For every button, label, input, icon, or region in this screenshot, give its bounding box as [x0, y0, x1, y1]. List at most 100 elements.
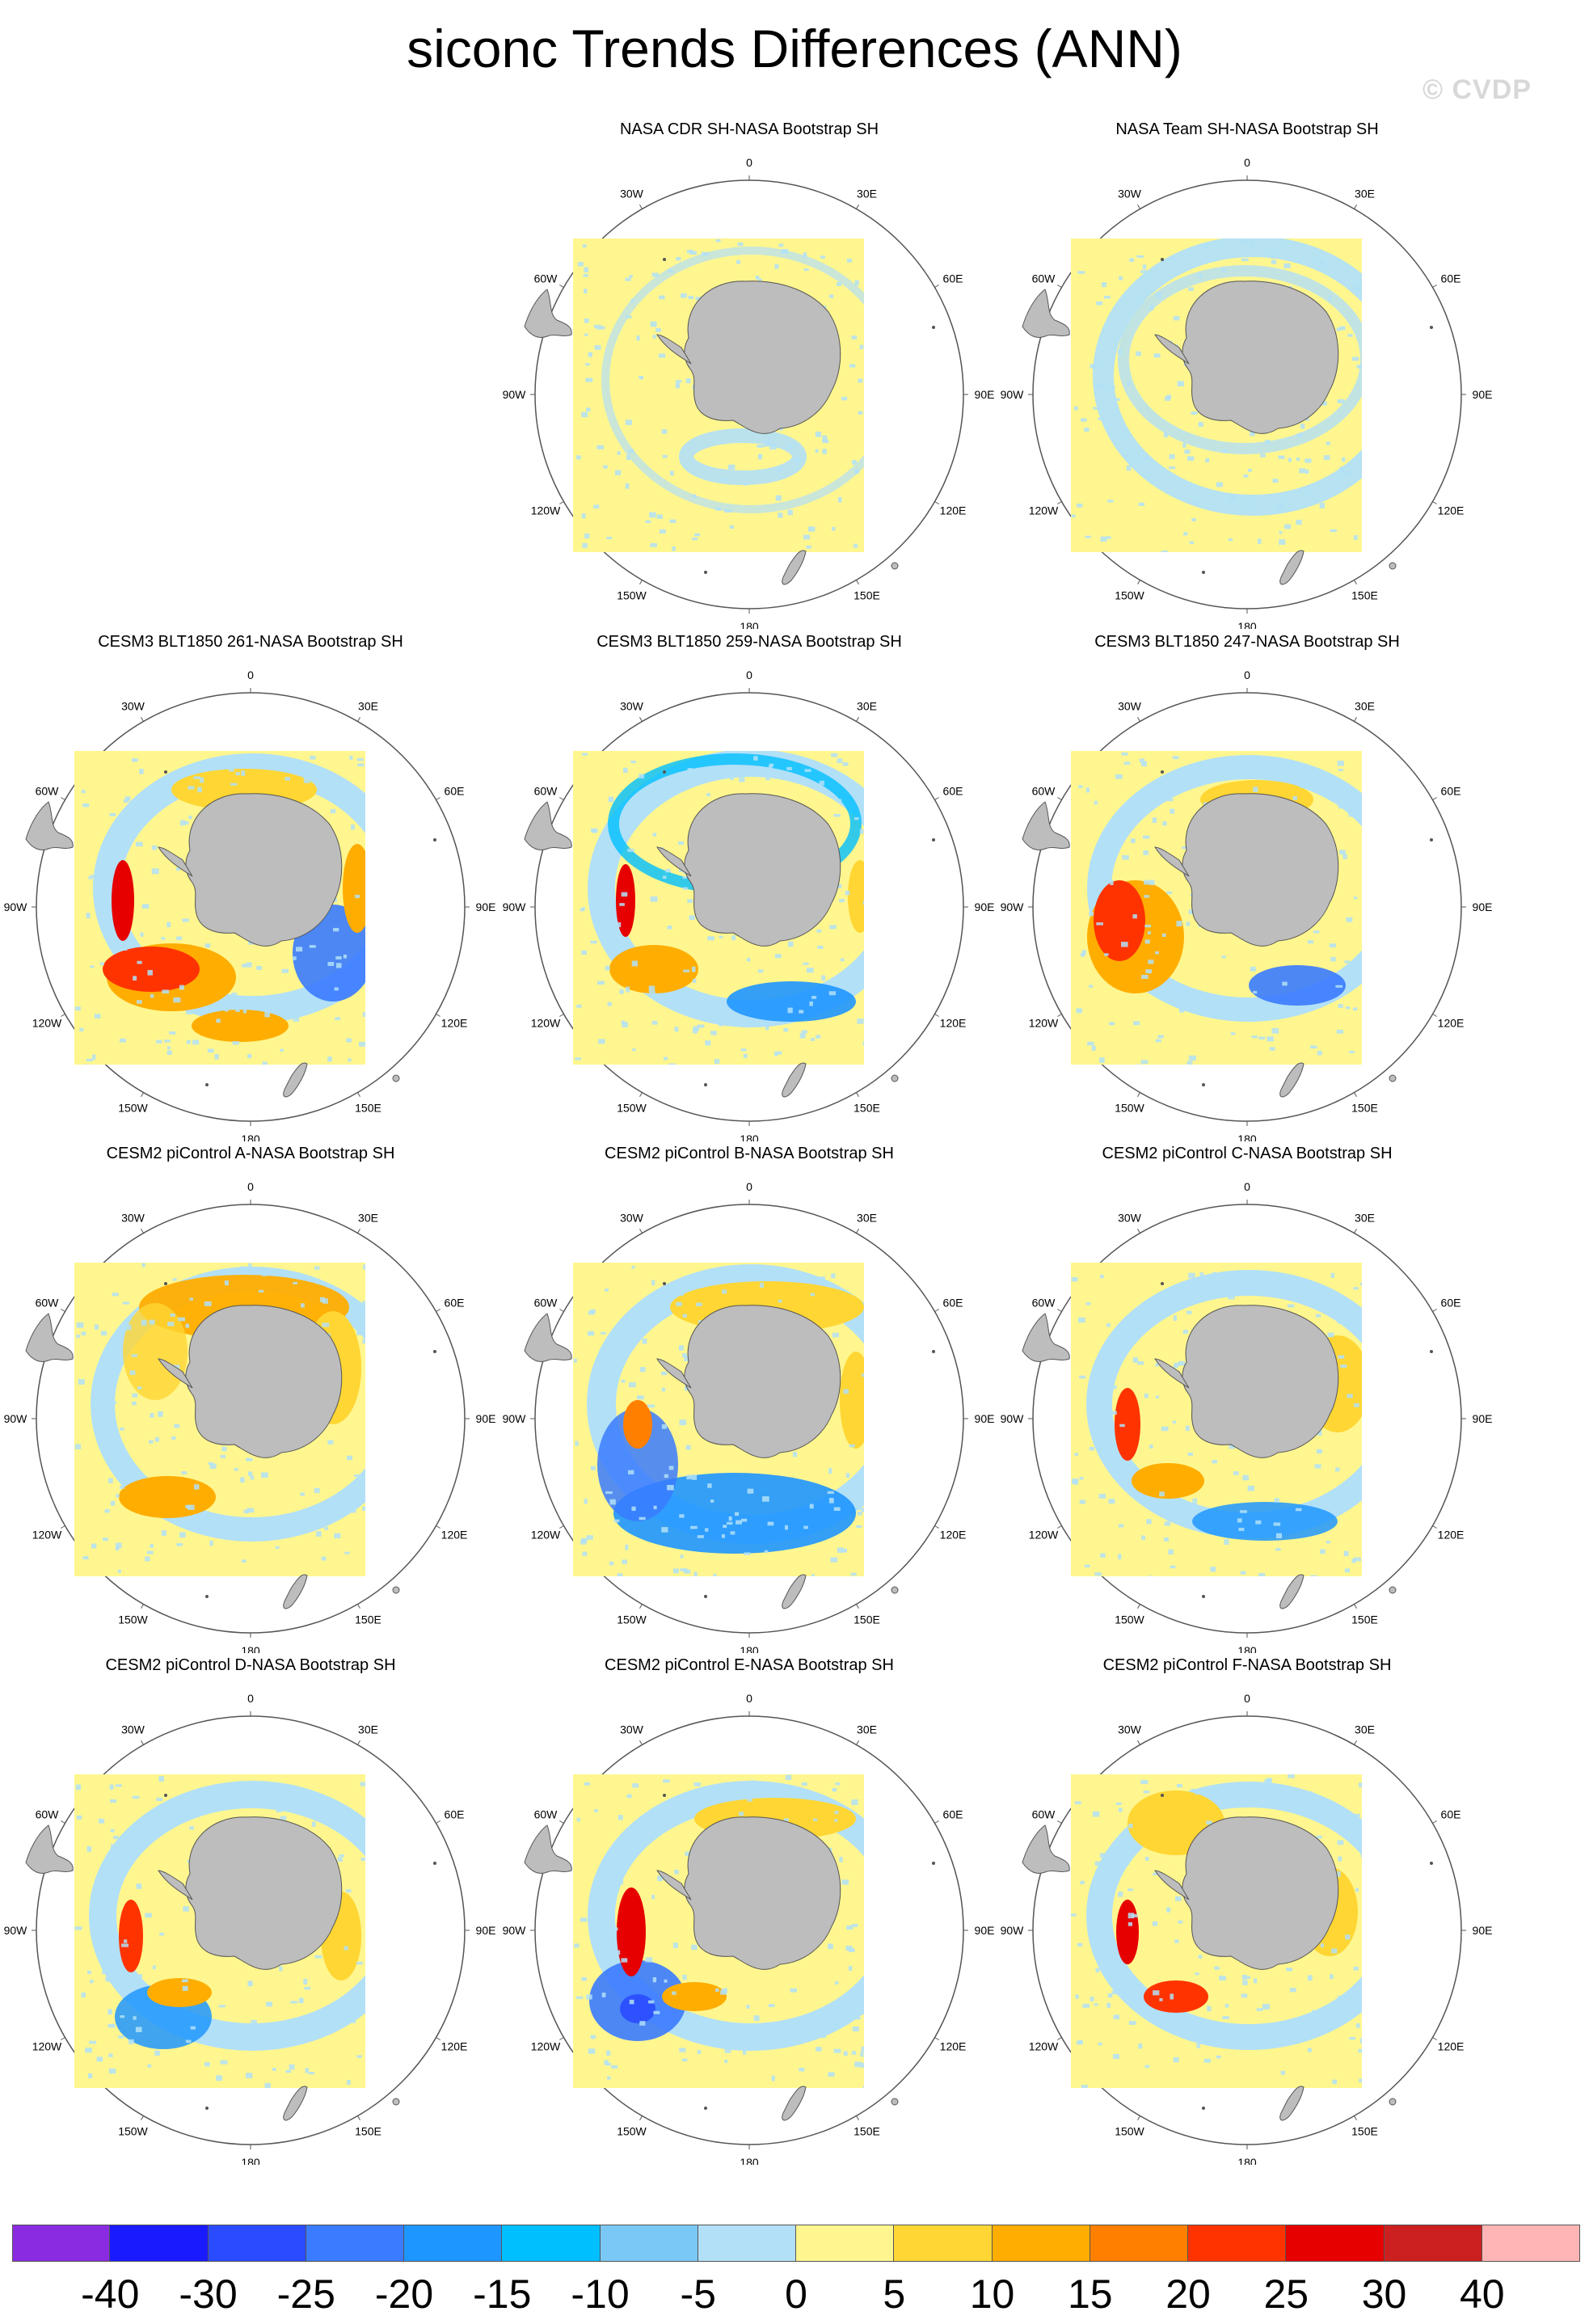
- colorbar-label: 25: [1263, 2271, 1309, 2317]
- longitude-label: 120W: [531, 2040, 561, 2053]
- longitude-label: 120E: [1438, 2040, 1465, 2053]
- colorbar-box: [992, 2225, 1090, 2262]
- longitude-label: 150E: [355, 2125, 381, 2138]
- antarctica-landmass: [185, 1305, 343, 1458]
- new-zealand-landmass: [1279, 1062, 1304, 1098]
- longitude-label: 30E: [1355, 187, 1375, 200]
- new-zealand-landmass: [1279, 1574, 1304, 1609]
- longitude-label: 30E: [358, 1723, 378, 1736]
- colorbar-box: [110, 2225, 209, 2262]
- longitude-label: 60E: [445, 785, 465, 798]
- longitude-label: 150W: [617, 2125, 647, 2138]
- colorbar-box: [208, 2225, 306, 2262]
- panel-title: CESM3 BLT1850 261-NASA Bootstrap SH: [98, 633, 403, 651]
- polar-map: 0 30E 60E 90E 120E 150E 180 150W 120W 90W 60W 30W: [503, 1180, 995, 1653]
- longitude-label: 150E: [1351, 1613, 1378, 1626]
- longitude-label: 30E: [857, 699, 877, 712]
- longitude-label: 60W: [534, 272, 558, 285]
- south-america-landmass: [25, 1313, 74, 1362]
- colorbar-label: -15: [473, 2271, 532, 2317]
- colorbar-label: 5: [883, 2271, 906, 2317]
- colorbar-label: -30: [179, 2271, 238, 2317]
- polar-map: 0 30E 60E 90E 120E 150E 180 150W 120W 90W 60W 30W: [1001, 669, 1493, 1141]
- polar-map: 0 30E 60E 90E 120E 150E 180 150W 120W 90W 60W 30W: [4, 1692, 496, 2165]
- longitude-label: 120W: [32, 1529, 62, 1542]
- new-zealand-landmass: [283, 2086, 308, 2121]
- longitude-label: 60E: [445, 1297, 465, 1310]
- map-panel: NASA CDR SH-NASA Bootstrap SH 0 30E 60E 90E 1…: [499, 120, 1000, 631]
- colorbar-box: [12, 2225, 111, 2262]
- longitude-label: 150E: [355, 1613, 381, 1626]
- longitude-label: 30W: [1118, 699, 1142, 712]
- longitude-label: 150W: [118, 1102, 148, 1115]
- colorbar-label: 15: [1067, 2271, 1113, 2317]
- longitude-label: 180: [740, 2156, 759, 2165]
- longitude-label: 30W: [620, 187, 644, 200]
- longitude-label: 150E: [1351, 1102, 1378, 1115]
- longitude-label: 150E: [355, 1102, 381, 1115]
- longitude-label: 90E: [975, 388, 995, 401]
- colorbar: [12, 2225, 1580, 2262]
- antarctica-landmass: [684, 1816, 841, 1970]
- colorbar-label: -40: [81, 2271, 140, 2317]
- longitude-label: 120E: [1438, 1017, 1465, 1030]
- longitude-label: 90E: [1473, 1924, 1493, 1937]
- longitude-label: 90E: [476, 1412, 496, 1425]
- longitude-label: 150E: [1351, 589, 1378, 602]
- longitude-label: 90W: [4, 1412, 28, 1425]
- longitude-label: 0: [247, 1180, 254, 1193]
- longitude-label: 120E: [940, 2040, 967, 2053]
- longitude-label: 180: [1237, 2156, 1257, 2165]
- panel-title: CESM2 piControl C-NASA Bootstrap SH: [1102, 1145, 1393, 1162]
- polar-map: 0 30E 60E 90E 120E 150E 180 150W 120W 90W 60W 30W: [1001, 1180, 1493, 1653]
- longitude-label: 90W: [503, 388, 527, 401]
- colorbar-box: [1384, 2225, 1482, 2262]
- longitude-label: 60E: [943, 1297, 963, 1310]
- longitude-label: 90E: [1473, 900, 1493, 913]
- longitude-label: 120W: [1029, 504, 1059, 517]
- longitude-label: 180: [740, 1132, 759, 1141]
- longitude-label: 90W: [1001, 900, 1025, 913]
- longitude-label: 60E: [1441, 785, 1461, 798]
- colorbar-box: [1286, 2225, 1385, 2262]
- south-america-landmass: [1022, 1313, 1070, 1362]
- longitude-label: 0: [1244, 1692, 1250, 1705]
- polar-map: 0 30E 60E 90E 120E 150E 180 150W 120W 90W 60W 30W: [503, 156, 995, 629]
- longitude-label: 0: [746, 1692, 752, 1705]
- longitude-label: 150W: [118, 2125, 148, 2138]
- page-title: siconc Trends Differences (ANN): [407, 19, 1182, 78]
- longitude-label: 90W: [503, 900, 527, 913]
- polar-map: 0 30E 60E 90E 120E 150E 180 150W 120W 90W 60W 30W: [1001, 1692, 1493, 2165]
- map-panel: CESM3 BLT1850 247-NASA Bootstrap SH 0 30E 6…: [997, 632, 1498, 1143]
- longitude-label: 60W: [1032, 785, 1056, 798]
- longitude-label: 120E: [940, 1529, 967, 1542]
- longitude-label: 60W: [534, 785, 558, 798]
- longitude-label: 60E: [1441, 272, 1461, 285]
- longitude-label: 120E: [940, 1017, 967, 1030]
- longitude-label: 90E: [975, 1412, 995, 1425]
- longitude-label: 120W: [531, 1017, 561, 1030]
- colorbar-label: 20: [1165, 2271, 1211, 2317]
- colorbar-box: [306, 2225, 404, 2262]
- longitude-label: 30W: [620, 1211, 644, 1224]
- south-america-landmass: [524, 1824, 572, 1874]
- longitude-label: 120W: [1029, 2040, 1059, 2053]
- longitude-label: 150E: [854, 1613, 880, 1626]
- longitude-label: 0: [746, 669, 752, 681]
- longitude-label: 30W: [1118, 1211, 1142, 1224]
- colorbar-label: 0: [785, 2271, 807, 2317]
- panel-title: CESM3 BLT1850 247-NASA Bootstrap SH: [1094, 633, 1400, 651]
- longitude-label: 60W: [1032, 1808, 1056, 1821]
- colorbar-box: [796, 2225, 895, 2262]
- longitude-label: 120W: [531, 504, 561, 517]
- map-panel: NASA Team SH-NASA Bootstrap SH 0 30E 60E 90E…: [997, 120, 1498, 631]
- longitude-label: 30E: [1355, 1211, 1375, 1224]
- longitude-label: 0: [1244, 1180, 1250, 1193]
- colorbar-label: -5: [680, 2271, 716, 2317]
- colorbar-label: 10: [969, 2271, 1015, 2317]
- longitude-label: 30E: [358, 699, 378, 712]
- longitude-label: 90E: [1473, 388, 1493, 401]
- longitude-label: 120E: [441, 1017, 468, 1030]
- longitude-label: 150W: [617, 1102, 647, 1115]
- longitude-label: 0: [746, 1180, 752, 1193]
